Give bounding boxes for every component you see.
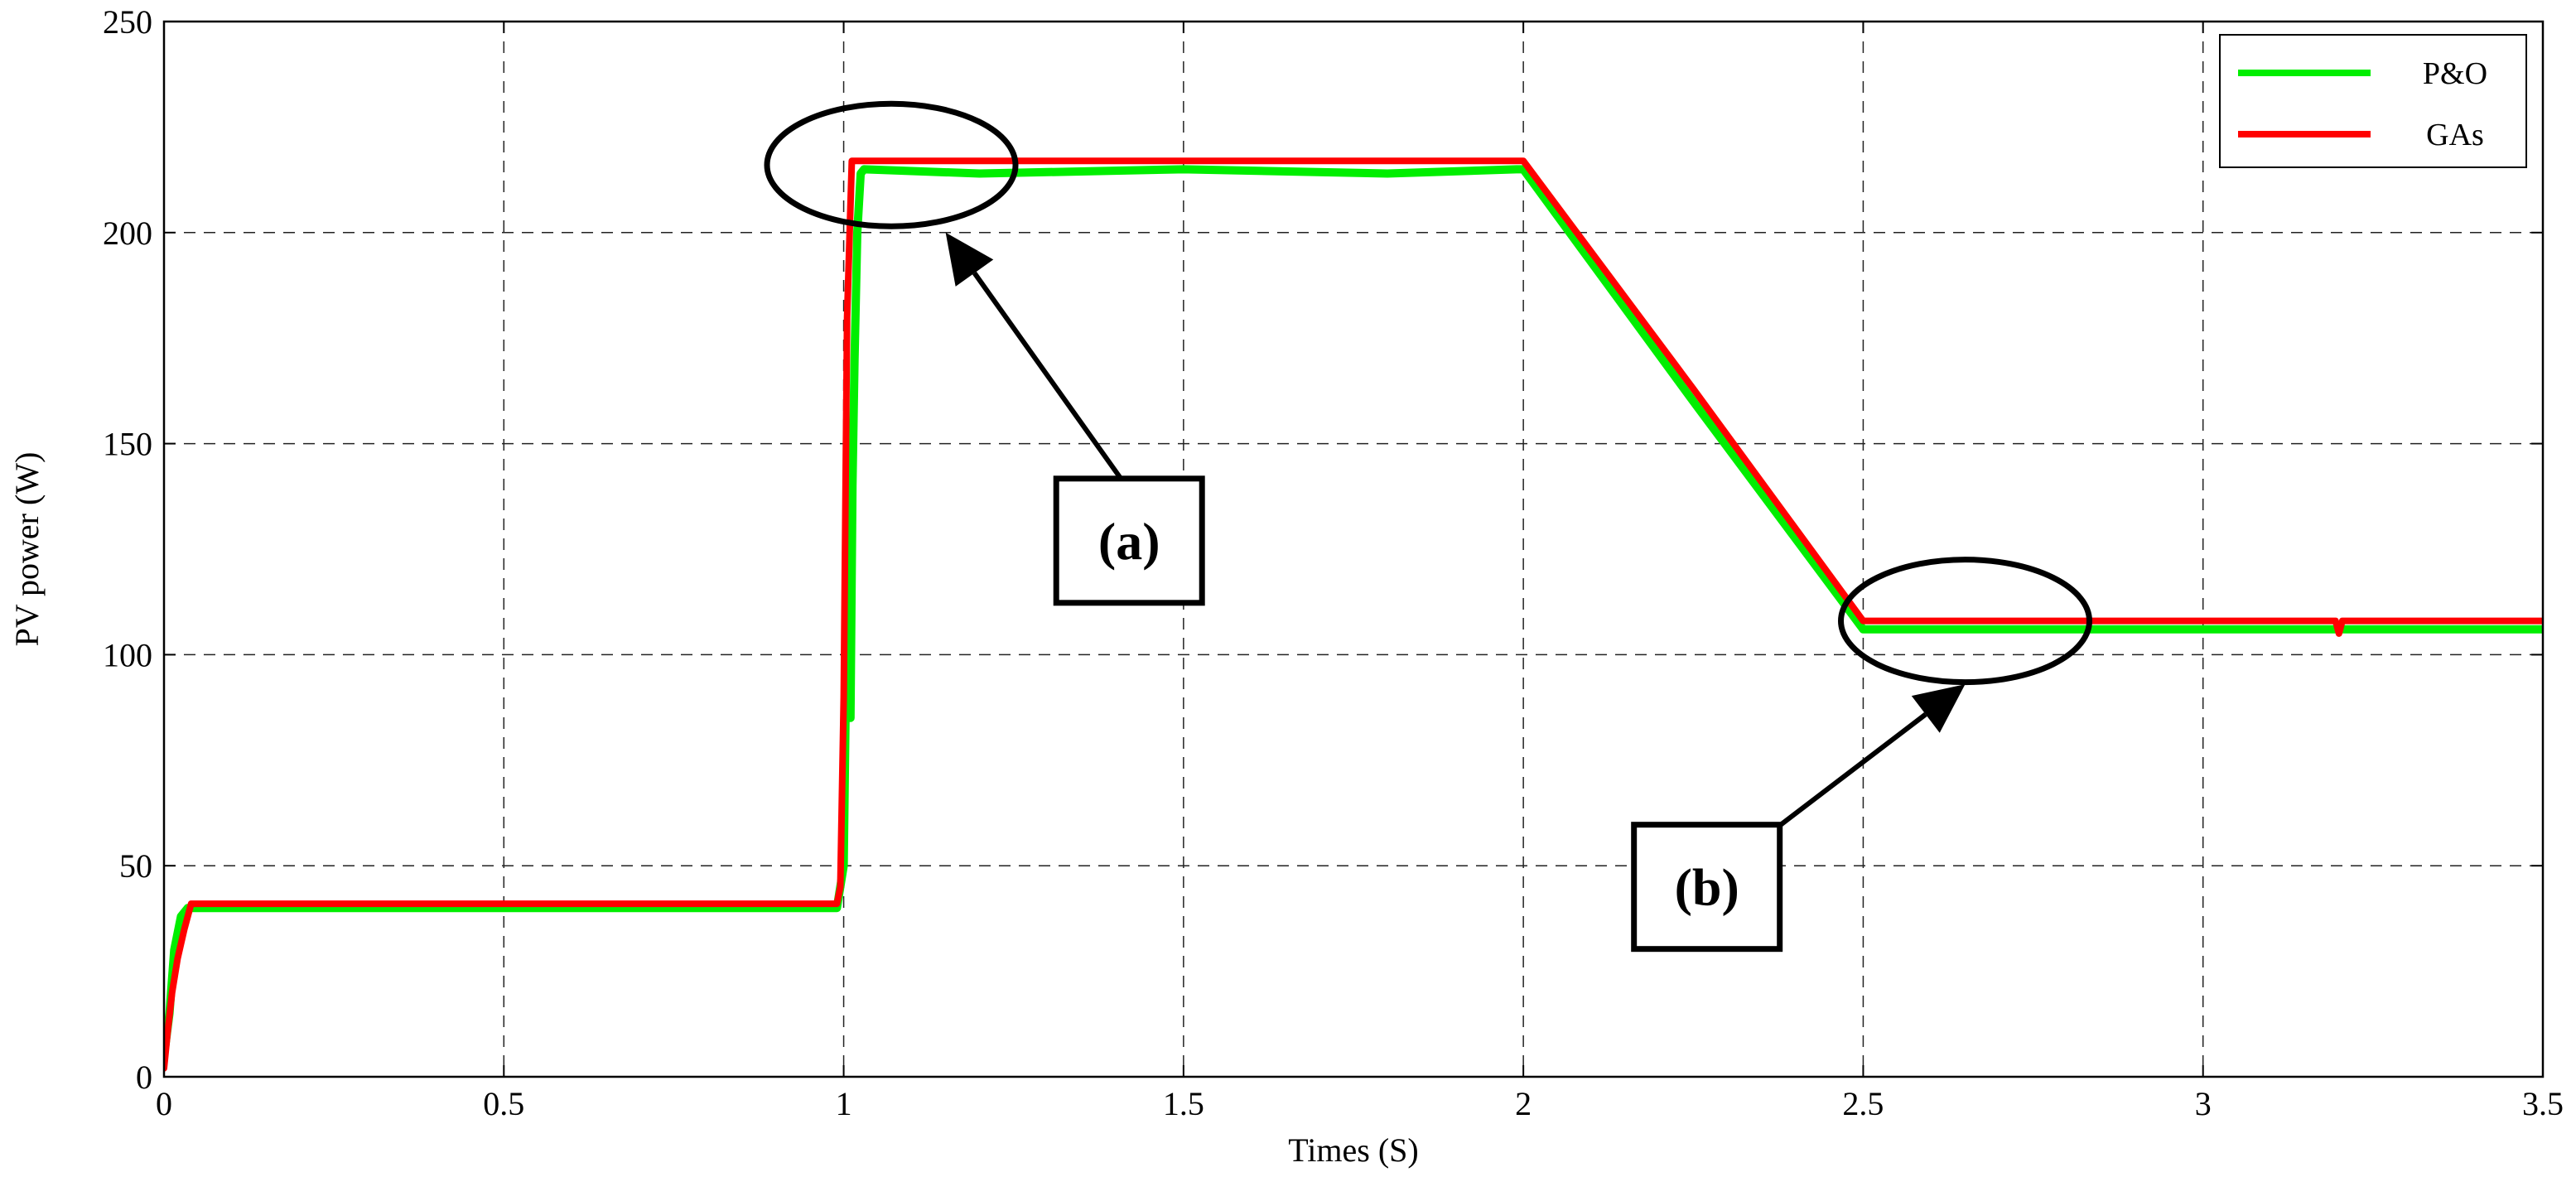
annotations: (a) (b) [764, 100, 2093, 953]
y-tick-label: 250 [103, 3, 152, 41]
y-tick-label: 100 [103, 636, 152, 673]
annotation-box [1631, 822, 1783, 953]
series-line-po [164, 165, 2543, 1060]
axis-ticks [163, 21, 2544, 1078]
annotation-label: (a) [1098, 512, 1160, 571]
annotation-arrowhead [945, 232, 994, 287]
annotation-ellipse [1838, 557, 2093, 686]
y-tick-label: 200 [103, 215, 152, 252]
y-tick-label: 50 [119, 847, 152, 885]
x-tick-label: 2.5 [1842, 1085, 1884, 1122]
x-tick-label: 0 [156, 1085, 172, 1122]
x-tick-label: 3 [2195, 1085, 2212, 1122]
plot-background [164, 22, 2543, 1077]
x-axis-label: Times (S) [1288, 1131, 1418, 1169]
annotation-label: (b) [1675, 858, 1739, 917]
legend-label-gas: GAs [2426, 118, 2484, 152]
x-tick-labels: 0 0.5 1 1.5 2 2.5 3 3.5 [156, 1085, 2564, 1122]
annotation-ellipse [764, 100, 1019, 229]
x-tick-label: 1.5 [1163, 1085, 1204, 1122]
legend-box [2219, 34, 2527, 168]
data-series [164, 157, 2543, 1072]
annotation-box [1053, 475, 1205, 606]
x-tick-label: 3.5 [2522, 1085, 2564, 1122]
plot-frame [162, 20, 2545, 1078]
x-tick-label: 0.5 [483, 1085, 524, 1122]
annotation-arrowhead [1911, 684, 1966, 733]
y-tick-label: 150 [103, 426, 152, 463]
x-tick-label: 1 [836, 1085, 852, 1122]
annotation-arrow [972, 271, 1123, 480]
annotation-arrow [1774, 712, 1927, 831]
x-tick-label: 2 [1515, 1085, 1532, 1122]
y-axis-label: PV power (W) [8, 452, 46, 647]
legend: P&O GAs [2219, 34, 2527, 168]
y-tick-labels: 0 50 100 150 200 250 [103, 3, 152, 1096]
legend-label-po: P&O [2423, 56, 2487, 91]
series-line-gas [164, 157, 2543, 1072]
y-tick-label: 0 [136, 1059, 152, 1096]
